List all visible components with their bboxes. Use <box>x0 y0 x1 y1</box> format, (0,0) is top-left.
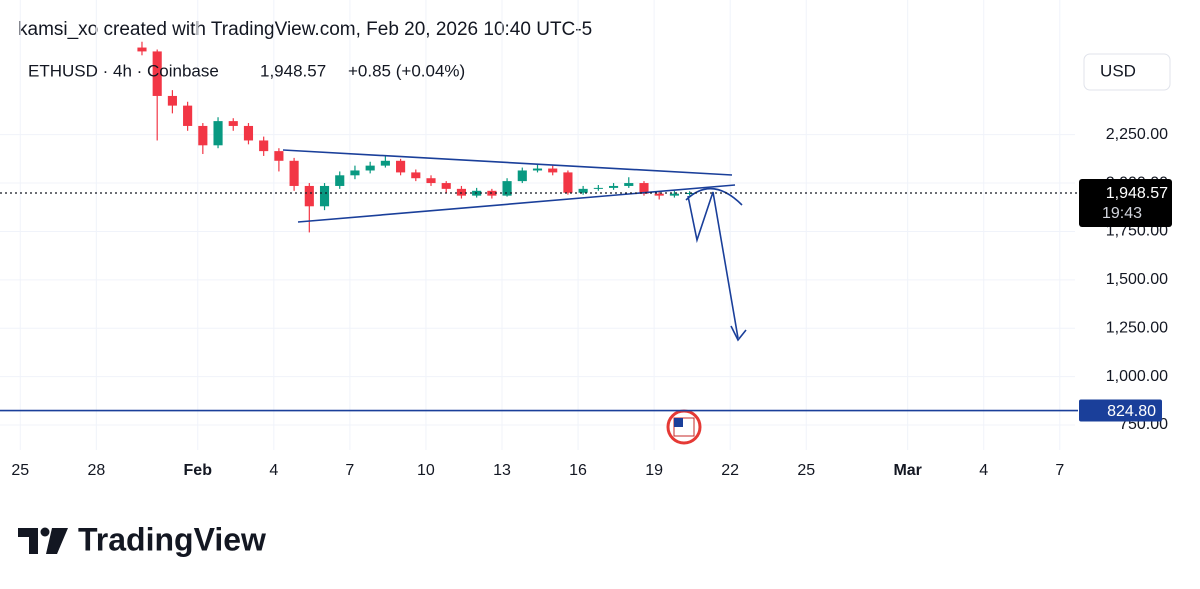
candle-body <box>213 121 223 146</box>
event-icon <box>666 409 702 445</box>
candle-body <box>669 193 679 196</box>
candle-body <box>639 183 649 194</box>
candle-body <box>243 125 254 141</box>
candle-body <box>259 140 269 152</box>
x-tick-label: Mar <box>893 462 921 479</box>
candle-body <box>289 160 299 186</box>
x-tick-label: 7 <box>1055 462 1064 479</box>
candle-body <box>350 170 360 176</box>
candle-body <box>654 193 664 196</box>
candle-body <box>456 188 467 196</box>
candle-body <box>335 175 345 186</box>
x-tick-label: 16 <box>569 462 587 479</box>
candles <box>137 41 695 233</box>
candle-body <box>396 160 406 173</box>
candle-body <box>274 151 284 161</box>
logo-dot <box>40 527 50 537</box>
x-tick-label: 22 <box>721 462 739 479</box>
x-tick-label: 25 <box>11 462 29 479</box>
arc <box>685 187 743 206</box>
currency: USD <box>1100 61 1136 80</box>
candle-body <box>517 170 527 182</box>
level-tag <box>1079 399 1162 422</box>
y-tick-label: 1,250.00 <box>1106 319 1168 336</box>
candle-body <box>167 95 177 106</box>
x-tick-label: 13 <box>493 462 511 479</box>
price-tag-label: 1,948.57 <box>1106 185 1168 202</box>
arrow-head <box>730 325 747 342</box>
candle-body <box>593 187 603 189</box>
lower-trendline <box>297 184 736 223</box>
logo-mark <box>18 528 38 554</box>
upper-trendline <box>282 149 733 176</box>
legend-price: 1,948.57 <box>260 61 326 80</box>
x-tick-label: 28 <box>87 462 105 479</box>
price-tag <box>1079 179 1172 228</box>
candle-body <box>411 172 421 179</box>
x-tick-label: Feb <box>184 462 213 479</box>
brand: TradingView <box>78 521 266 557</box>
candle-body <box>304 185 314 207</box>
currency-box[interactable] <box>1083 53 1171 91</box>
candle-body <box>532 168 543 171</box>
logo-mark <box>46 528 68 554</box>
candle-body <box>152 51 162 96</box>
candle-body <box>137 47 147 52</box>
drawings <box>282 149 747 342</box>
x-tick-label: 19 <box>645 462 663 479</box>
candle-body <box>441 183 451 189</box>
x-tick-label: 7 <box>345 462 354 479</box>
level-tag-label: 824.80 <box>1107 403 1156 420</box>
candle-body <box>228 121 238 126</box>
candle-body <box>685 193 695 195</box>
candle-body <box>578 188 588 193</box>
x-tick-label: 4 <box>269 462 278 479</box>
legend-change: +0.85 (+0.04%) <box>348 61 465 80</box>
candle-body <box>198 125 208 146</box>
flag-canton <box>674 418 683 427</box>
candle-body <box>563 172 573 193</box>
y-tick-label: 1,500.00 <box>1106 271 1168 288</box>
candle-body <box>426 178 436 184</box>
arrow-path <box>687 191 739 339</box>
candle-body <box>548 168 558 173</box>
tags: 1,948.57 19:43 824.80 <box>0 179 1172 422</box>
candle-body <box>365 165 375 171</box>
brand-logo <box>18 527 68 554</box>
y-tick-label: 1,000.00 <box>1106 368 1168 385</box>
candle-body <box>380 160 390 166</box>
candle-body <box>183 105 193 126</box>
candle-body <box>319 185 330 207</box>
x-tick-label: 10 <box>417 462 435 479</box>
watermark: kamsi_xo created with TradingView.com, F… <box>18 19 592 40</box>
legend-symbol: ETHUSD · 4h · Coinbase <box>28 61 219 80</box>
x-tick-label: 4 <box>979 462 988 479</box>
candle-body <box>608 185 619 188</box>
y-tick-label: 2,250.00 <box>1106 126 1168 143</box>
candle-body <box>502 181 512 196</box>
candle-body <box>624 183 634 186</box>
x-tick-label: 25 <box>797 462 815 479</box>
countdown: 19:43 <box>1102 205 1142 222</box>
